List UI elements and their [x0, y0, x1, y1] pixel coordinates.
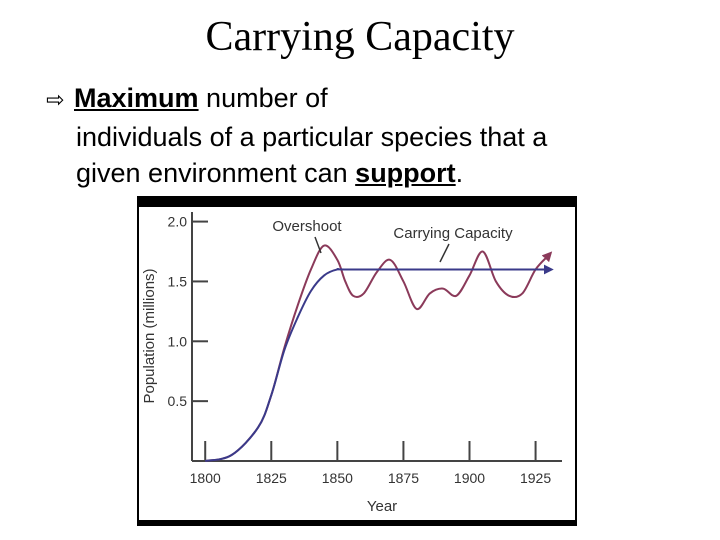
bullet-text-line3-pre: given environment can [76, 158, 356, 188]
y-tick-label: 2.0 [168, 214, 188, 230]
bullet-text-line1: number of [198, 83, 328, 113]
chart-svg: 0.5 1.0 1.5 2.0 1800 1825 1850 1875 1900 1925 Year… [139, 207, 575, 520]
bullet-text-line2: individuals of a particular species that… [76, 122, 548, 152]
bullet-text-line3-post: . [455, 158, 464, 188]
x-tick-label: 1800 [190, 470, 221, 486]
population-chart: 0.5 1.0 1.5 2.0 1800 1825 1850 1875 1900 1925 Year… [137, 196, 577, 526]
keyword-support: support [355, 158, 456, 188]
x-axis-title: Year [367, 498, 397, 515]
series-line-overshoot [204, 244, 553, 462]
annotation-overshoot: Overshoot [272, 218, 342, 235]
y-tick-label: 0.5 [168, 393, 188, 409]
series-line-carrying-capacity [204, 264, 554, 462]
chart-background [139, 207, 575, 520]
x-tick-label: 1875 [388, 470, 419, 486]
bullet-text-line3: given environment can support. [46, 155, 686, 191]
slide-title: Carrying Capacity [205, 14, 515, 60]
y-axis-title: Population (millions) [141, 268, 158, 403]
x-tick-label: 1825 [256, 470, 287, 486]
definition-bullet: ⇨ Maximum number of individuals of a part… [46, 80, 686, 191]
annotation-pointer-overshoot [314, 236, 322, 254]
annotation-carrying-capacity: Carrying Capacity [393, 225, 513, 242]
x-tick-label: 1925 [520, 470, 551, 486]
hollow-arrow-icon: ⇨ [46, 88, 65, 113]
x-tick-label: 1850 [322, 470, 353, 486]
keyword-maximum: Maximum [74, 83, 199, 113]
annotation-pointer-carrying-capacity [439, 243, 450, 263]
x-tick-label: 1900 [454, 470, 485, 486]
y-tick-label: 1.5 [168, 273, 188, 289]
y-tick-label: 1.0 [168, 333, 188, 349]
